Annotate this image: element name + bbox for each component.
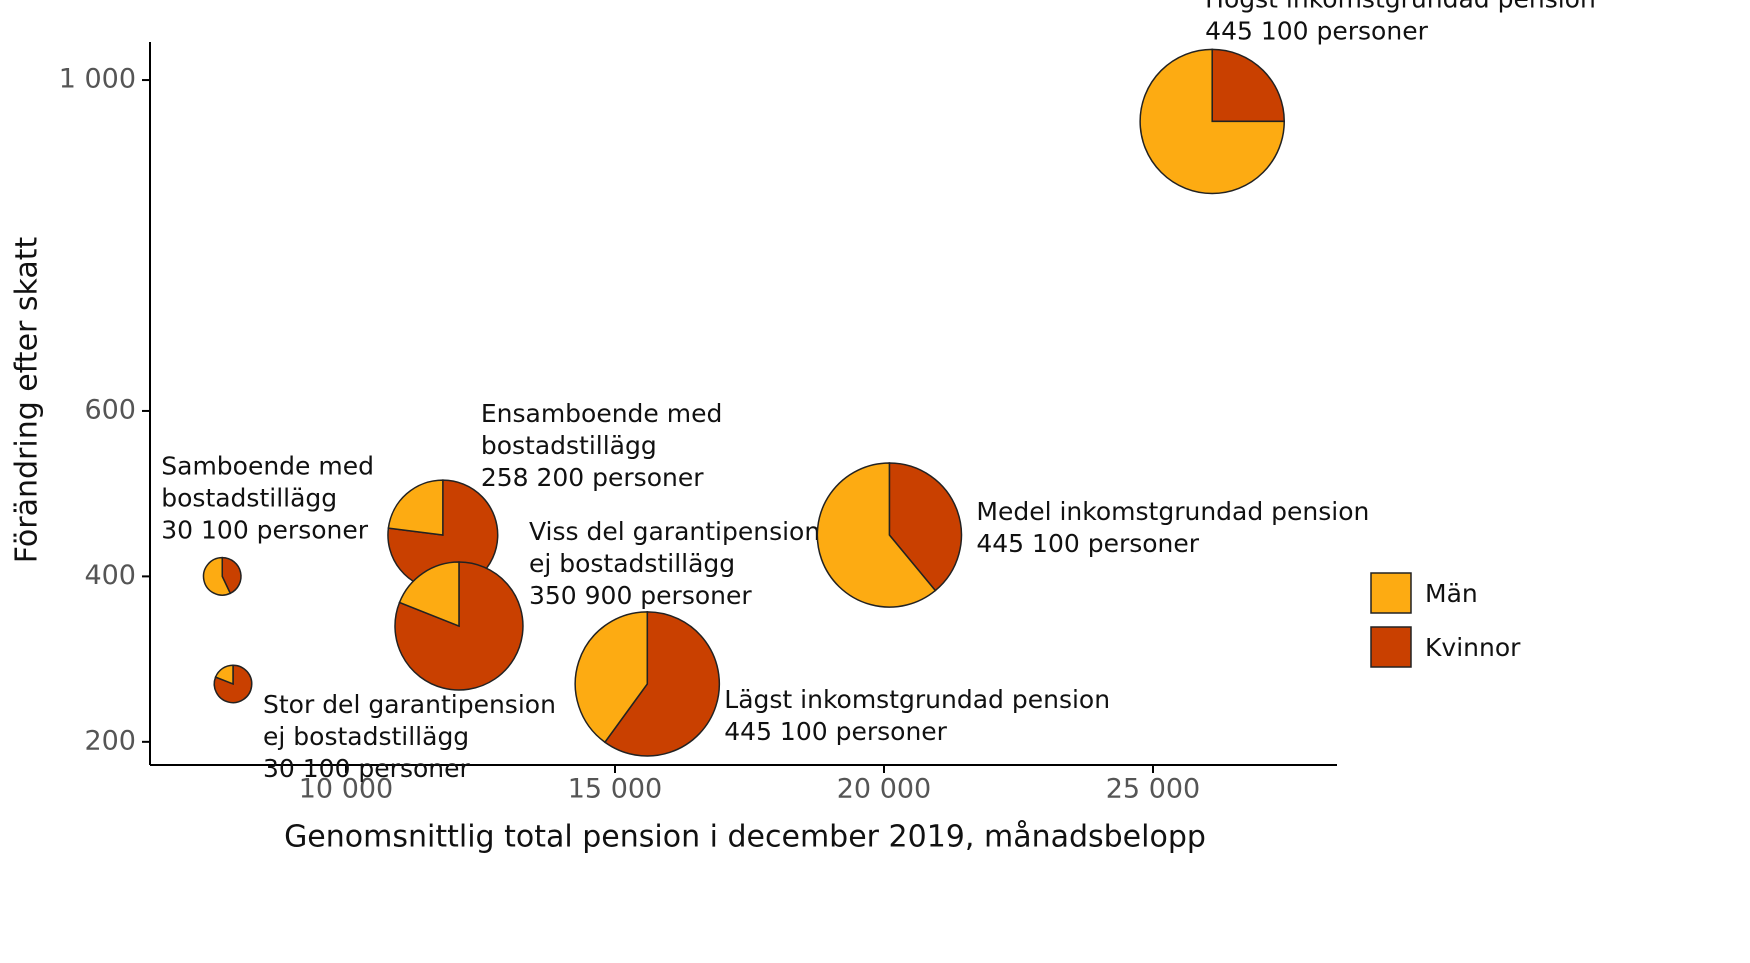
point-label: Ensamboende med: [481, 399, 723, 428]
point-label: 350 900 personer: [529, 581, 752, 610]
point-label: 445 100 personer: [1205, 16, 1428, 45]
pie-slice: [574, 611, 649, 744]
y-axis-title: Förändring efter skatt: [10, 236, 45, 563]
y-tick-label: 200: [84, 725, 136, 756]
x-tick-label: 25 000: [1106, 774, 1200, 805]
legend-swatch: [1370, 626, 1412, 668]
point-label: bostadstillägg: [161, 483, 337, 512]
legend-label: Kvinnor: [1425, 633, 1521, 662]
point-label: bostadstillägg: [481, 431, 657, 460]
point-label: Högst inkomstgrundad pension: [1205, 0, 1596, 13]
pie-slice: [1211, 48, 1285, 123]
pie-slice: [221, 556, 242, 595]
point-label: Medel inkomstgrundad pension: [976, 497, 1369, 526]
point-label: Viss del garantipension: [529, 517, 820, 546]
x-tick-label: 10 000: [299, 774, 393, 805]
x-tick-label: 15 000: [568, 774, 662, 805]
pie-slice: [213, 664, 253, 704]
point-label: Stor del garantipension: [263, 690, 556, 719]
legend-swatch: [1370, 572, 1412, 614]
pie-slice: [214, 664, 234, 686]
point-label: Samboende med: [161, 451, 374, 480]
pie-slice: [398, 561, 460, 628]
point-label: 258 200 personer: [481, 463, 704, 492]
y-tick-label: 600: [84, 394, 136, 425]
pie-slice: [888, 462, 963, 592]
pie-slice: [202, 556, 232, 596]
point-label: 30 100 personer: [161, 515, 368, 544]
pie-slice: [1139, 48, 1285, 195]
y-tick-label: 400: [84, 560, 136, 591]
pie-slice: [387, 479, 444, 536]
point-label: ej bostadstillägg: [529, 549, 735, 578]
point-label: 445 100 personer: [724, 717, 947, 746]
point-label: Lägst inkomstgrundad pension: [724, 685, 1110, 714]
x-axis-title: Genomsnittlig total pension i december 2…: [284, 820, 1206, 855]
point-label: 30 100 personer: [263, 754, 470, 783]
point-label: 445 100 personer: [976, 529, 1199, 558]
y-tick-label: 1 000: [59, 64, 136, 95]
point-label: ej bostadstillägg: [263, 722, 469, 751]
legend-label: Män: [1425, 579, 1478, 608]
x-tick-label: 20 000: [837, 774, 931, 805]
pie-slice: [603, 611, 721, 757]
pie-slice: [816, 462, 937, 608]
